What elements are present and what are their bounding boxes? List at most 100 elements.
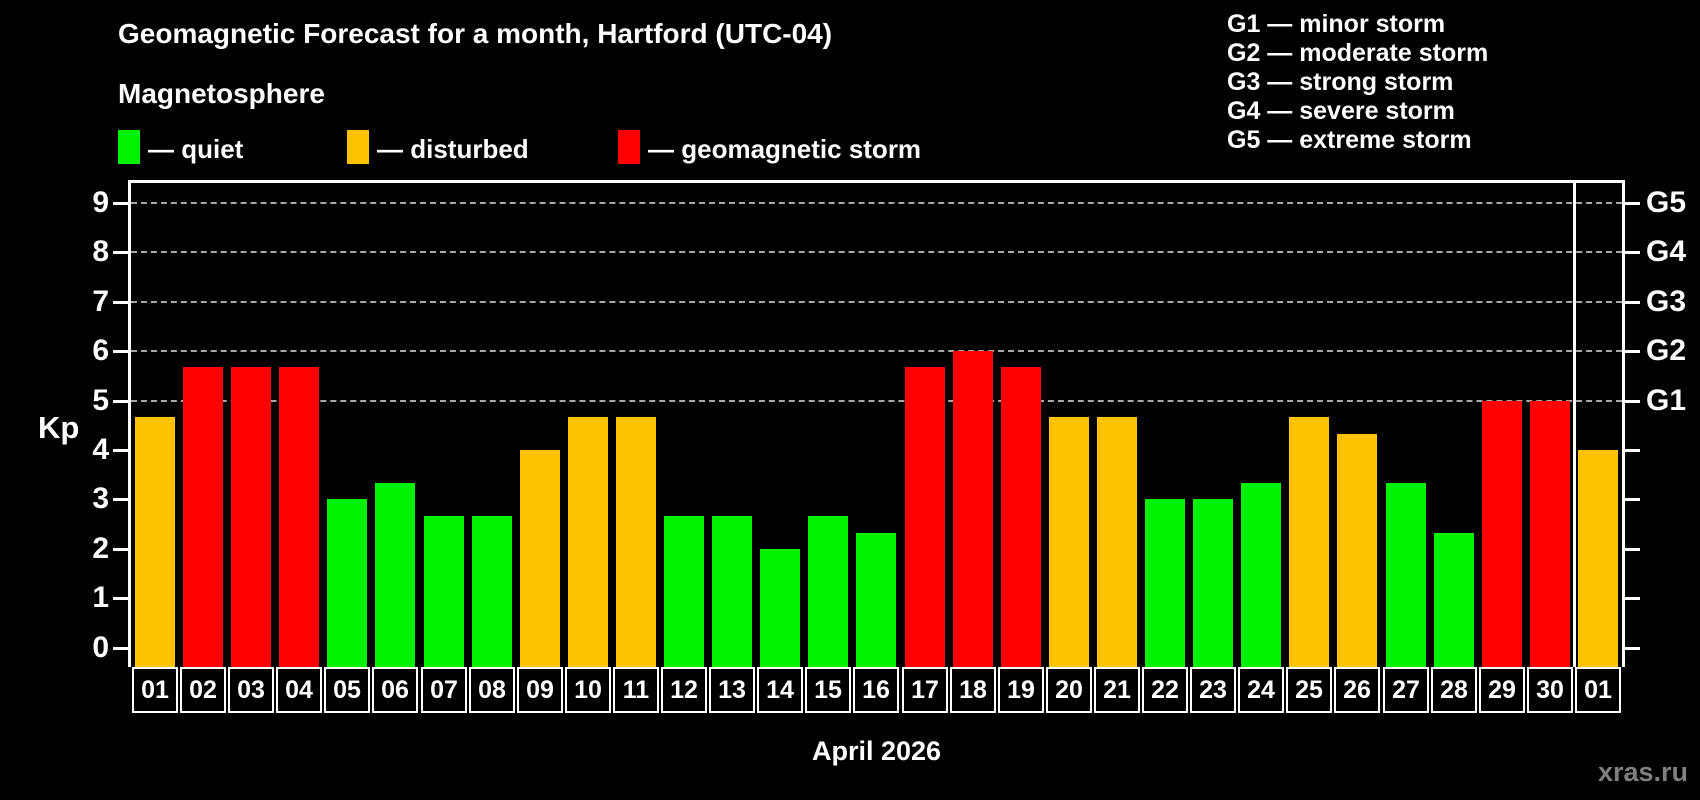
y-axis-tick	[113, 350, 128, 353]
month-separator-line	[1573, 183, 1576, 667]
y-axis-tick	[113, 400, 128, 403]
kp-bar	[1097, 417, 1137, 667]
y-tick-label: 1	[92, 581, 109, 614]
legend-g4: G4 — severe storm	[1227, 97, 1455, 125]
y-axis-tick	[113, 597, 128, 600]
kp-bar	[760, 549, 800, 667]
quiet-swatch-icon	[118, 130, 140, 164]
g-scale-label: G1	[1646, 384, 1687, 417]
kp-bar	[424, 516, 464, 667]
g-scale-label: G4	[1646, 235, 1687, 268]
right-axis-tick	[1625, 301, 1640, 304]
kp-bar	[135, 417, 175, 667]
kp-bar	[1193, 499, 1233, 667]
x-tick-day-box: 02	[180, 667, 226, 713]
right-axis-tick	[1625, 498, 1640, 501]
x-tick-day-box: 29	[1479, 667, 1525, 713]
x-tick-day-box: 08	[469, 667, 515, 713]
x-tick-day-box: 01	[1575, 667, 1621, 713]
x-axis-title: April 2026	[811, 736, 942, 766]
x-tick-day-box: 05	[324, 667, 370, 713]
right-axis-tick	[1625, 350, 1640, 353]
kp-bar	[1145, 499, 1185, 667]
kp-bar	[520, 450, 560, 667]
y-axis-tick	[113, 449, 128, 452]
disturbed-swatch-icon	[347, 130, 369, 164]
gridline	[131, 350, 1622, 352]
right-axis-tick	[1625, 251, 1640, 254]
y-axis-tick	[113, 548, 128, 551]
kp-bar	[1241, 483, 1281, 667]
legend-label-quiet: — quiet	[148, 134, 244, 164]
kp-bar	[231, 367, 271, 667]
plot-border	[128, 180, 131, 667]
page-title: Geomagnetic Forecast for a month, Hartfo…	[118, 18, 833, 49]
gridline	[131, 202, 1622, 204]
y-axis-tick	[113, 498, 128, 501]
y-axis-tick	[113, 647, 128, 650]
y-tick-label: 3	[92, 482, 109, 515]
plot-border	[1622, 180, 1625, 667]
watermark: xras.ru	[1597, 757, 1688, 787]
kp-bar	[1001, 367, 1041, 667]
kp-bar	[1530, 401, 1570, 667]
kp-bar	[472, 516, 512, 667]
g-scale-label: G3	[1646, 285, 1687, 318]
y-axis-tick	[113, 251, 128, 254]
x-tick-day-box: 04	[276, 667, 322, 713]
plot-border	[128, 180, 1625, 183]
legend-g2: G2 — moderate storm	[1227, 39, 1489, 67]
y-tick-label: 6	[92, 334, 109, 367]
x-tick-day-box: 27	[1383, 667, 1429, 713]
kp-bar	[953, 351, 993, 667]
x-tick-day-box: 03	[228, 667, 274, 713]
kp-bar	[1386, 483, 1426, 667]
storm-swatch-icon	[618, 130, 640, 164]
x-tick-day-box: 13	[709, 667, 755, 713]
kp-bar	[712, 516, 752, 667]
right-axis-tick	[1625, 449, 1640, 452]
x-tick-day-box: 15	[805, 667, 851, 713]
kp-bar	[616, 417, 656, 667]
x-tick-day-box: 19	[998, 667, 1044, 713]
x-tick-day-box: 22	[1142, 667, 1188, 713]
kp-bar	[279, 367, 319, 667]
x-tick-day-box: 09	[517, 667, 563, 713]
x-tick-day-box: 17	[902, 667, 948, 713]
right-axis-tick	[1625, 400, 1640, 403]
kp-bar	[1482, 401, 1522, 667]
x-tick-day-box: 26	[1334, 667, 1380, 713]
right-axis-tick	[1625, 548, 1640, 551]
kp-bar	[664, 516, 704, 667]
legend-label-disturbed: — disturbed	[377, 134, 529, 164]
y-axis-tick	[113, 202, 128, 205]
y-tick-label: 0	[92, 631, 109, 664]
x-tick-day-box: 28	[1431, 667, 1477, 713]
kp-bar	[568, 417, 608, 667]
x-tick-day-box: 25	[1286, 667, 1332, 713]
gridline	[131, 400, 1622, 402]
x-tick-day-box: 12	[661, 667, 707, 713]
x-tick-day-box: 11	[613, 667, 659, 713]
kp-bar	[1289, 417, 1329, 667]
x-tick-day-box: 01	[132, 667, 178, 713]
g-scale-label: G5	[1646, 186, 1687, 219]
x-tick-day-box: 23	[1190, 667, 1236, 713]
x-tick-day-box: 14	[757, 667, 803, 713]
x-tick-day-box: 20	[1046, 667, 1092, 713]
y-tick-label: 2	[92, 532, 109, 565]
kp-bar	[1337, 434, 1377, 667]
x-tick-day-box: 06	[372, 667, 418, 713]
kp-bar	[808, 516, 848, 667]
kp-bar	[1049, 417, 1089, 667]
kp-bar	[1578, 450, 1618, 667]
y-tick-label: 5	[92, 384, 109, 417]
x-tick-day-box: 21	[1094, 667, 1140, 713]
storm-scale-legend: G1 — minor storm G2 — moderate storm G3 …	[1227, 10, 1488, 155]
chart-subtitle: Magnetosphere	[118, 78, 325, 109]
y-tick-label: 8	[92, 235, 109, 268]
x-tick-day-box: 24	[1238, 667, 1284, 713]
y-axis-tick	[113, 301, 128, 304]
legend-label-storm: — geomagnetic storm	[648, 134, 922, 164]
